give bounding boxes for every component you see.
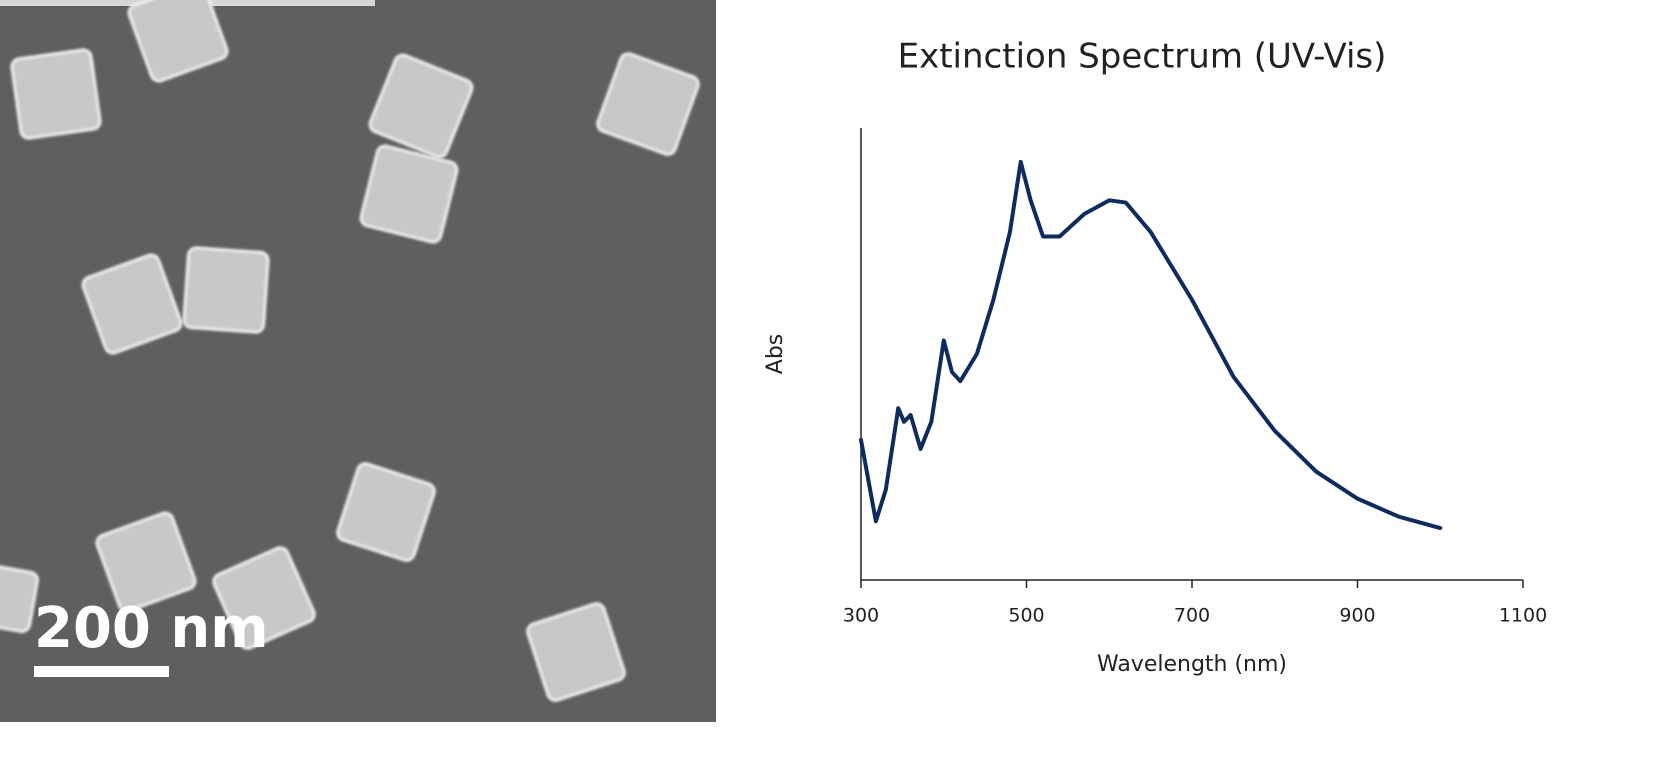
nanocube (182, 246, 270, 334)
nanocube (368, 53, 474, 159)
y-axis-label: Abs (763, 334, 788, 374)
x-tick-label: 300 (843, 605, 879, 627)
nanocube (0, 563, 39, 633)
x-axis-label: Wavelength (nm) (1097, 652, 1287, 677)
chart-title: Extinction Spectrum (UV-Vis) (898, 37, 1387, 77)
spectrum-line (859, 159, 1443, 531)
nanocubes (0, 0, 700, 702)
nanocube (212, 546, 316, 650)
x-tick-label: 700 (1174, 605, 1210, 627)
nanocube (359, 144, 459, 244)
scale-bar (34, 666, 169, 677)
x-tick-label: 500 (1008, 605, 1044, 627)
x-tick-label: 1100 (1499, 605, 1547, 627)
nanocube (596, 52, 700, 156)
nanocube (127, 0, 229, 83)
nanocube (81, 253, 183, 355)
nanocube (336, 462, 436, 562)
nanocube (95, 511, 197, 613)
nanocube (10, 48, 102, 140)
x-tick-label: 900 (1339, 605, 1375, 627)
scale-bar-label: 200 nm (34, 596, 269, 661)
nanocube (526, 602, 626, 702)
